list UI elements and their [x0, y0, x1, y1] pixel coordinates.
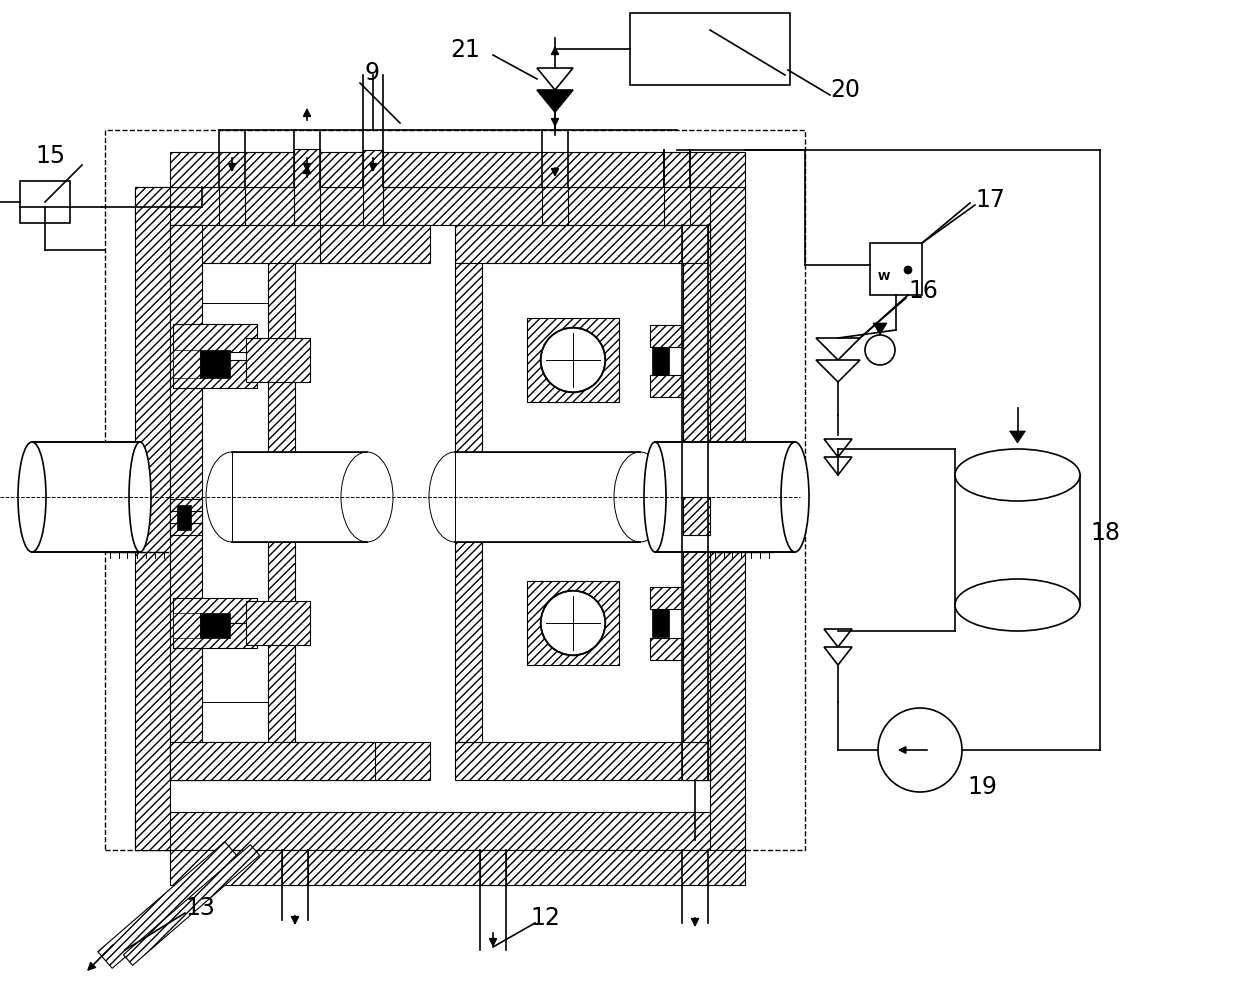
- Text: 15: 15: [35, 144, 66, 168]
- Polygon shape: [825, 457, 852, 475]
- Bar: [320, 742, 430, 780]
- Ellipse shape: [129, 442, 151, 552]
- Bar: [363, 150, 383, 225]
- Polygon shape: [124, 845, 259, 965]
- Text: 13: 13: [185, 896, 215, 920]
- Circle shape: [904, 266, 911, 274]
- Bar: [455, 263, 482, 742]
- Polygon shape: [537, 90, 573, 112]
- Text: 9: 9: [365, 61, 379, 85]
- Ellipse shape: [206, 452, 258, 542]
- Bar: [650, 325, 683, 347]
- Polygon shape: [825, 647, 852, 665]
- Bar: [135, 187, 170, 850]
- Ellipse shape: [614, 452, 666, 542]
- Bar: [455, 742, 711, 780]
- Bar: [650, 587, 683, 609]
- Ellipse shape: [955, 449, 1080, 501]
- Bar: [683, 497, 711, 535]
- Text: 20: 20: [830, 78, 861, 102]
- Bar: [455, 225, 711, 263]
- Bar: [200, 613, 229, 638]
- Bar: [683, 225, 711, 780]
- Circle shape: [878, 708, 962, 792]
- Polygon shape: [825, 629, 852, 647]
- Bar: [170, 511, 202, 523]
- Ellipse shape: [781, 442, 808, 552]
- Bar: [527, 581, 619, 665]
- Bar: [663, 187, 689, 225]
- Polygon shape: [816, 360, 861, 382]
- Bar: [455, 452, 640, 542]
- Bar: [652, 347, 670, 375]
- Bar: [711, 187, 745, 850]
- Bar: [650, 638, 683, 660]
- Circle shape: [541, 328, 605, 392]
- Polygon shape: [537, 68, 573, 90]
- Bar: [527, 318, 619, 402]
- Bar: [955, 475, 1080, 605]
- Text: 18: 18: [1090, 521, 1120, 545]
- Bar: [480, 850, 506, 885]
- Bar: [32, 442, 140, 552]
- Bar: [170, 225, 325, 263]
- Bar: [268, 263, 295, 742]
- Polygon shape: [816, 338, 861, 360]
- Bar: [630, 13, 790, 85]
- Bar: [682, 225, 708, 263]
- Polygon shape: [98, 842, 239, 968]
- Bar: [174, 613, 200, 638]
- Bar: [174, 350, 200, 378]
- Bar: [20, 181, 69, 223]
- Bar: [170, 742, 325, 780]
- Text: 19: 19: [967, 775, 997, 799]
- Bar: [170, 225, 202, 780]
- Ellipse shape: [429, 452, 481, 542]
- Bar: [170, 499, 202, 511]
- Bar: [281, 850, 308, 885]
- Bar: [650, 375, 683, 397]
- Ellipse shape: [19, 442, 46, 552]
- Polygon shape: [873, 323, 887, 335]
- Bar: [870, 243, 923, 295]
- Bar: [174, 324, 257, 352]
- Text: W: W: [878, 272, 890, 282]
- Bar: [105, 130, 805, 850]
- Circle shape: [541, 591, 605, 655]
- Circle shape: [866, 335, 895, 365]
- Text: 21: 21: [450, 38, 480, 62]
- Bar: [232, 452, 367, 542]
- Bar: [135, 812, 745, 850]
- Ellipse shape: [644, 442, 666, 552]
- Ellipse shape: [955, 579, 1080, 631]
- Polygon shape: [825, 439, 852, 457]
- Bar: [200, 350, 229, 378]
- Bar: [652, 609, 670, 637]
- Bar: [542, 187, 568, 225]
- Bar: [177, 505, 191, 530]
- Bar: [294, 149, 320, 225]
- Bar: [246, 338, 310, 382]
- Text: 16: 16: [908, 279, 937, 303]
- Bar: [170, 742, 374, 780]
- Polygon shape: [1009, 431, 1025, 443]
- Bar: [174, 360, 257, 388]
- Ellipse shape: [341, 452, 393, 542]
- Bar: [174, 598, 257, 623]
- Bar: [246, 601, 310, 645]
- Bar: [170, 152, 745, 187]
- Bar: [170, 850, 745, 885]
- Text: 12: 12: [529, 906, 560, 930]
- Bar: [320, 225, 430, 263]
- Bar: [655, 442, 795, 552]
- Bar: [170, 523, 202, 535]
- Text: 17: 17: [975, 188, 1004, 212]
- Bar: [174, 623, 257, 648]
- Bar: [219, 187, 246, 225]
- Bar: [682, 742, 708, 780]
- Bar: [135, 187, 745, 225]
